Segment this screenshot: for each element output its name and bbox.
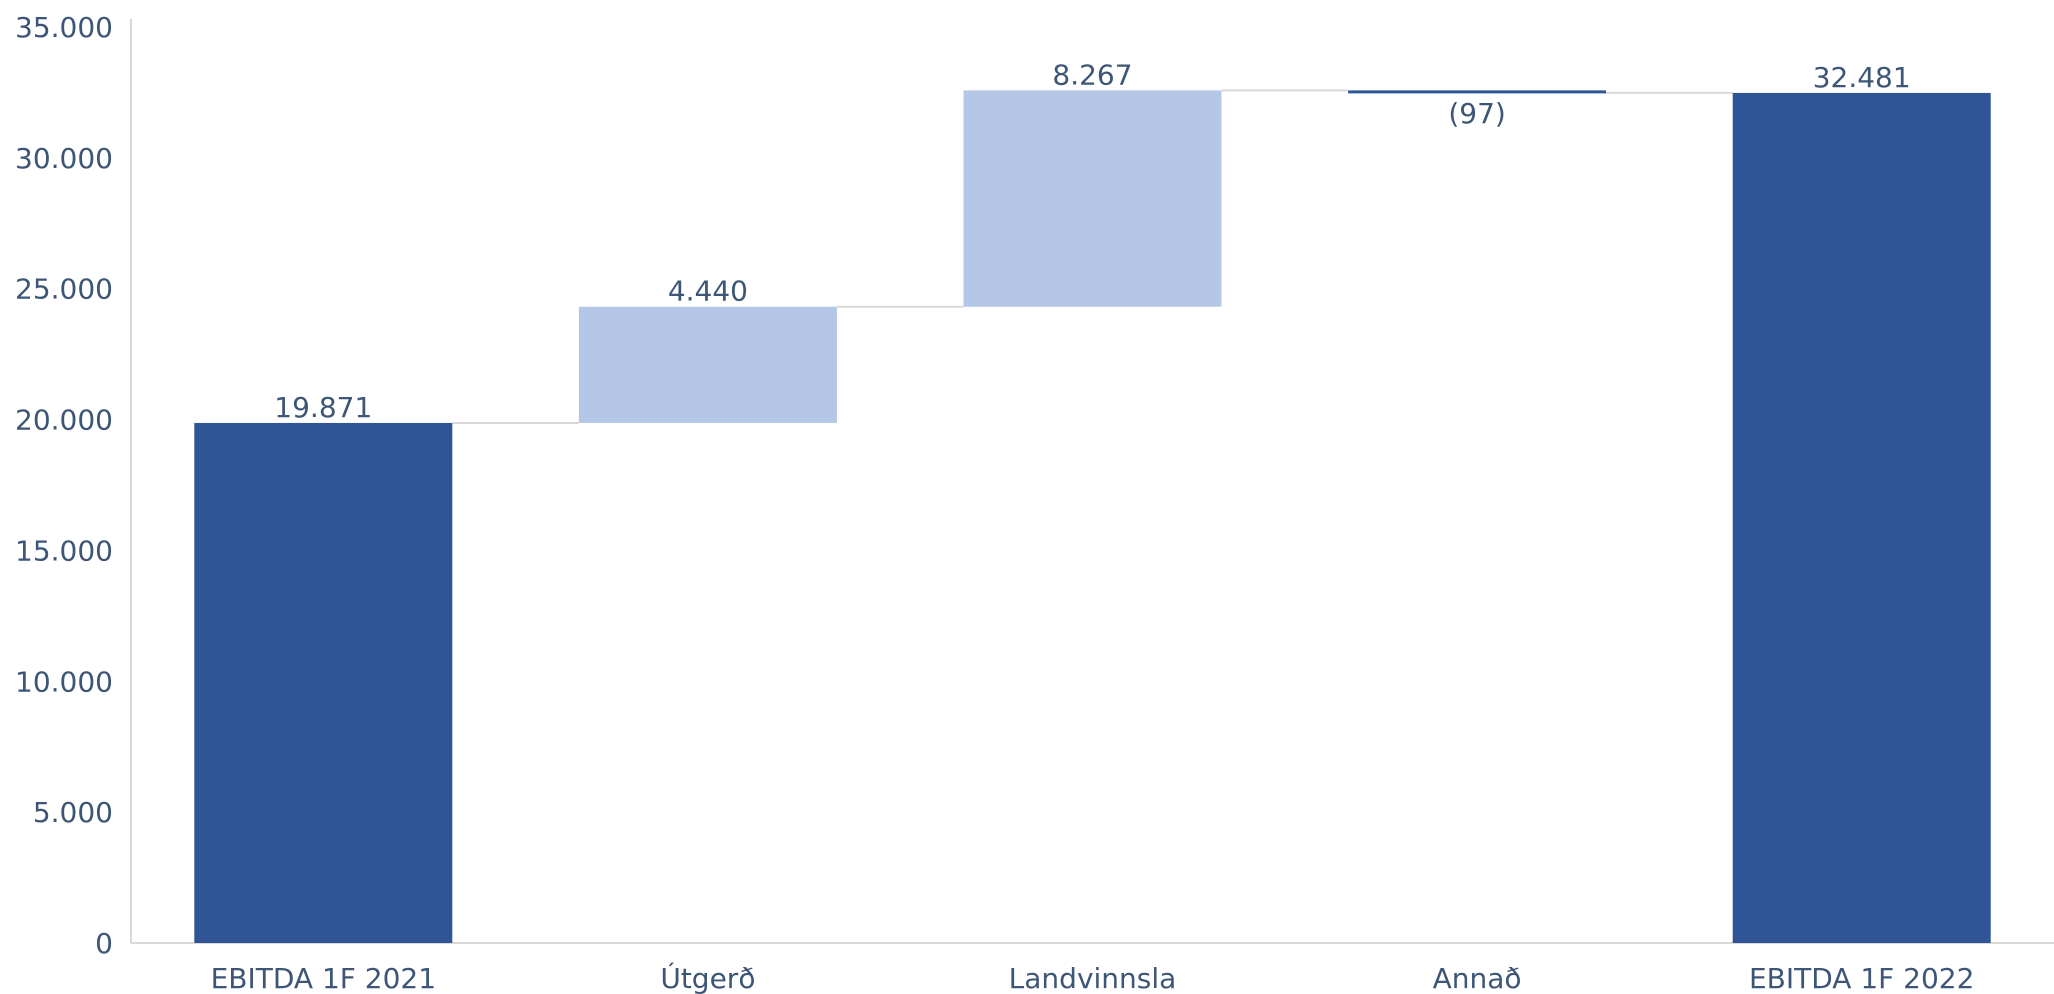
y-tick-label: 15.000 (15, 534, 113, 567)
bar-total (194, 422, 453, 944)
axes-layer: 0 5.000 10.000 15.000 20.000 25.000 30.000 35.0… (15, 11, 2054, 960)
connector-layer (452, 89, 1733, 424)
bar-increase (963, 90, 1222, 307)
data-label: (97) (1448, 97, 1505, 130)
bar-total (1732, 92, 1991, 943)
y-tick-label: 10.000 (15, 665, 113, 698)
label-layer: 19.871 4.440 8.267 (97) 32.481 EBITDA 1F 2021… (211, 58, 1975, 994)
category-label: Annað (1433, 962, 1522, 994)
data-label: 8.267 (1052, 58, 1132, 91)
data-label: 19.871 (274, 391, 372, 424)
y-tick-label: 35.000 (15, 11, 113, 44)
y-tick-label: 25.000 (15, 273, 113, 306)
bar-layer (194, 90, 1991, 944)
category-label: Útgerð (660, 961, 755, 994)
bar-decrease (1348, 90, 1607, 94)
data-label: 4.440 (668, 275, 748, 308)
data-label: 32.481 (1813, 61, 1911, 94)
category-label: EBITDA 1F 2021 (211, 962, 436, 994)
y-tick-label: 30.000 (15, 142, 113, 175)
y-tick-label: 20.000 (15, 404, 113, 437)
bar-increase (578, 306, 837, 423)
category-label: Landvinnsla (1009, 962, 1177, 994)
y-tick-label: 0 (95, 927, 113, 960)
category-label: EBITDA 1F 2022 (1749, 962, 1974, 994)
y-tick-label: 5.000 (33, 796, 113, 829)
